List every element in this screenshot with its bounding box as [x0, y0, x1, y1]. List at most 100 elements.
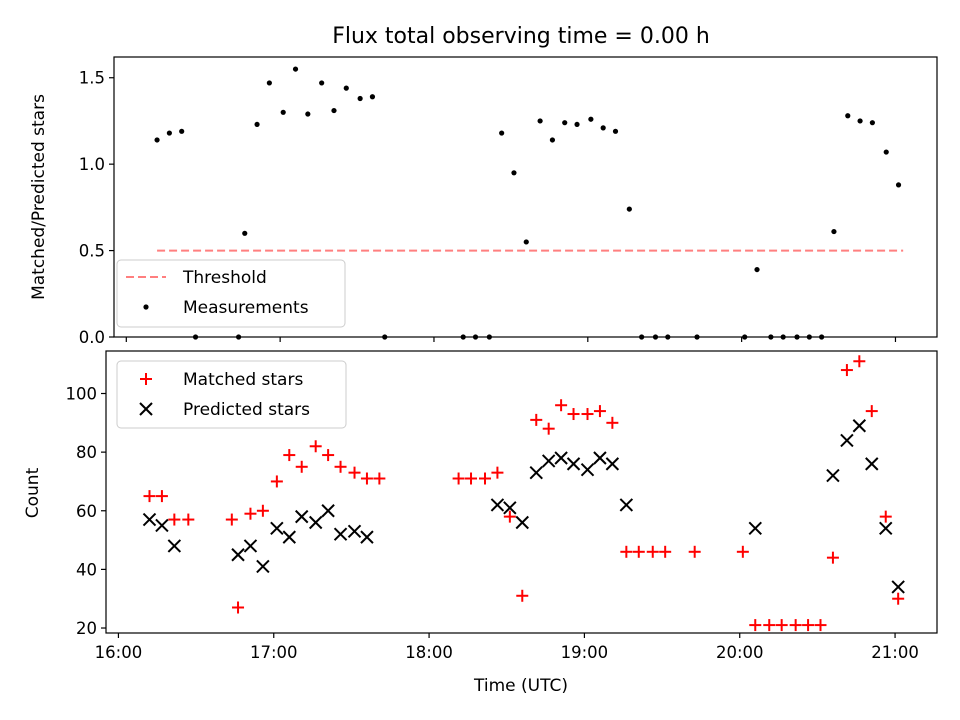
measurement-point [242, 230, 248, 236]
measurement-point [382, 334, 388, 340]
measurement-point [806, 334, 812, 340]
count-legend-box [116, 360, 347, 429]
predicted-point [243, 539, 258, 553]
ratio-axes-frame [113, 56, 938, 338]
ratio-y-axis-label: Matched/Predicted stars [29, 94, 49, 300]
predicted-point [231, 548, 245, 562]
y-tick-label: 40 [76, 560, 97, 579]
predicted-point [529, 465, 543, 480]
matched-point [143, 490, 156, 503]
x-tick-label: 16:00 [95, 643, 143, 662]
x-axis-label: Time (UTC) [473, 676, 568, 696]
y-tick-label: 0.0 [79, 328, 105, 347]
measurement-point [652, 334, 659, 340]
matched-point [865, 405, 878, 418]
matched-point [360, 472, 373, 485]
measurement-point [331, 107, 337, 114]
predicted-point [142, 512, 157, 527]
matched-point [465, 472, 478, 485]
matched-point [309, 440, 322, 453]
matched-point [373, 472, 386, 485]
predicted-point [503, 501, 517, 515]
matched-point [530, 413, 543, 426]
predicted-point [554, 451, 568, 465]
ratio-y-ticks: 0.0 0.5 1.0 1.5 [79, 69, 114, 347]
measurement-point [895, 182, 902, 188]
predicted-point [282, 530, 296, 544]
predicted-point [360, 530, 374, 544]
predicted-point [541, 454, 556, 468]
predicted-point [333, 527, 348, 541]
ratio-legend-box [116, 259, 346, 328]
matched-point [749, 619, 762, 632]
ratio-marks [154, 66, 904, 340]
matched-point [542, 422, 555, 435]
predicted-point [865, 457, 879, 471]
measurement-point [292, 66, 299, 72]
matched-point [491, 466, 504, 479]
x-tick-label: 17:00 [250, 643, 298, 662]
measurement-point [694, 334, 700, 340]
ratio-x-ticks [125, 337, 897, 342]
measurement-point [869, 120, 875, 126]
matched-point [814, 619, 827, 632]
measurement-point [369, 94, 376, 100]
matched-point [567, 408, 580, 421]
predicted-point [593, 451, 607, 465]
matched-point [789, 619, 802, 632]
measurement-point [665, 334, 671, 340]
measurement-point [819, 334, 825, 340]
ratio-panel: 0.0 0.5 1.0 1.5 Matched/Predicted stars Thr… [29, 56, 938, 347]
predicted-point [580, 463, 595, 477]
measurement-point [357, 95, 363, 102]
measurement-point [460, 334, 466, 340]
y-tick-label: 60 [76, 502, 97, 521]
measurement-point [472, 334, 479, 340]
measurement-point [280, 109, 286, 115]
y-tick-label: 0.5 [79, 242, 105, 261]
y-tick-label: 80 [76, 443, 97, 462]
predicted-point [891, 580, 905, 594]
measurement-point [857, 118, 863, 124]
matched-point [334, 460, 347, 473]
matched-point [593, 405, 606, 418]
count-axes-frame [105, 350, 938, 634]
measurement-point [499, 130, 505, 136]
x-tick-label: 18:00 [405, 643, 453, 662]
matched-point [295, 460, 308, 473]
predicted-point [515, 515, 529, 530]
matched-point [581, 408, 594, 421]
matched-point [802, 619, 815, 632]
count-y-axis-label: Count [23, 467, 43, 518]
x-tick-label: 20:00 [716, 643, 764, 662]
legend-matched-marker [140, 373, 152, 385]
measurement-point [588, 116, 594, 122]
measurement-point [343, 85, 349, 91]
matched-point [348, 466, 361, 479]
measurement-point [768, 334, 774, 340]
matched-point [775, 619, 788, 632]
measurement-point [574, 121, 580, 128]
measurement-point [562, 120, 568, 126]
predicted-point [566, 457, 581, 471]
x-tick-label: 19:00 [561, 643, 609, 662]
matched-point [646, 545, 659, 558]
measurement-point [549, 137, 556, 143]
matched-point [168, 513, 181, 526]
matched-point [892, 592, 905, 605]
measurement-point [600, 125, 606, 131]
matched-point [155, 490, 168, 503]
predicted-point [155, 518, 169, 533]
measurement-point [845, 113, 851, 119]
legend-measurements-swatch [143, 304, 149, 310]
ratio-legend: Threshold Measurements [116, 259, 346, 328]
predicted-point [270, 521, 284, 536]
y-tick-label: 100 [66, 385, 98, 404]
measurement-point [266, 80, 272, 86]
legend-threshold-label: Threshold [182, 268, 267, 288]
matched-point [232, 601, 245, 614]
predicted-point [619, 498, 634, 512]
matched-point [182, 513, 195, 526]
